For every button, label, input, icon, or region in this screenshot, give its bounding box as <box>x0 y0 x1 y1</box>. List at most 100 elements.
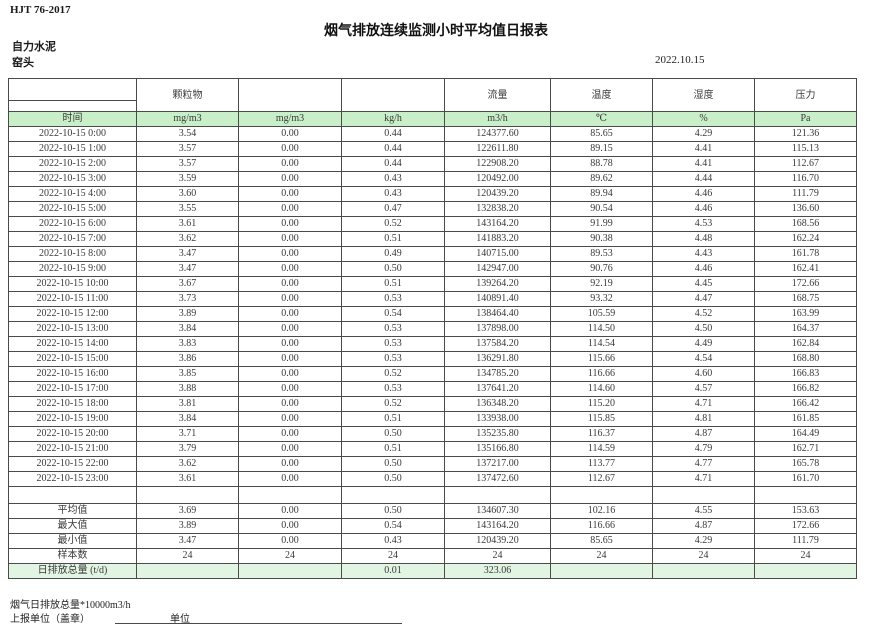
summary-value: 172.66 <box>754 518 857 534</box>
value-cell: 0.00 <box>238 381 342 397</box>
value-cell: 4.29 <box>652 126 755 142</box>
value-cell: 162.24 <box>754 231 857 247</box>
value-cell: 4.44 <box>652 171 755 187</box>
value-cell: 0.47 <box>341 201 445 217</box>
value-cell: 4.77 <box>652 456 755 472</box>
value-cell: 0.00 <box>238 426 342 442</box>
value-cell: 172.66 <box>754 276 857 292</box>
value-cell: 0.53 <box>341 351 445 367</box>
value-cell: 135166.80 <box>444 441 551 457</box>
value-cell: 0.53 <box>341 336 445 352</box>
reporting-unit-label: 上报单位（盖章） <box>10 614 90 625</box>
table-row: 2022-10-15 17:00 3.88 0.00 0.53 137641.20 114… <box>8 381 857 397</box>
summary-value: 24 <box>341 548 445 564</box>
value-cell: 90.38 <box>550 231 653 247</box>
value-cell: 3.54 <box>136 126 239 142</box>
value-cell: 4.54 <box>652 351 755 367</box>
time-cell: 2022-10-15 5:00 <box>8 201 137 217</box>
value-cell: 4.50 <box>652 321 755 337</box>
value-cell: 3.57 <box>136 156 239 172</box>
value-cell: 4.46 <box>652 201 755 217</box>
summary-value <box>652 563 755 579</box>
value-cell: 0.00 <box>238 156 342 172</box>
value-cell: 120492.00 <box>444 171 551 187</box>
value-cell: 116.37 <box>550 426 653 442</box>
value-cell: 3.84 <box>136 321 239 337</box>
value-cell: 162.41 <box>754 261 857 277</box>
value-cell: 0.00 <box>238 186 342 202</box>
value-cell: 4.41 <box>652 141 755 157</box>
value-cell: 3.60 <box>136 186 239 202</box>
value-cell: 140715.00 <box>444 246 551 262</box>
value-cell: 166.83 <box>754 366 857 382</box>
value-cell: 132838.20 <box>444 201 551 217</box>
station-name: 窑头 <box>12 57 34 69</box>
col-header-humidity: 湿度 <box>652 78 755 112</box>
value-cell: 0.53 <box>341 381 445 397</box>
table-row: 2022-10-15 19:00 3.84 0.00 0.51 133938.00 115… <box>8 411 857 427</box>
value-cell: 0.00 <box>238 471 342 487</box>
table-row: 2022-10-15 20:00 3.71 0.00 0.50 135235.80 116… <box>8 426 857 442</box>
value-cell: 0.49 <box>341 246 445 262</box>
value-cell: 3.81 <box>136 396 239 412</box>
value-cell: 3.61 <box>136 216 239 232</box>
value-cell: 0.00 <box>238 261 342 277</box>
unit-mg-m3-b: mg/m3 <box>238 111 342 127</box>
value-cell: 0.51 <box>341 231 445 247</box>
summary-label: 最大值 <box>8 518 137 534</box>
value-cell: 4.53 <box>652 216 755 232</box>
value-cell: 161.78 <box>754 246 857 262</box>
value-cell: 0.51 <box>341 276 445 292</box>
value-cell: 137472.60 <box>444 471 551 487</box>
value-cell: 0.44 <box>341 156 445 172</box>
value-cell: 0.00 <box>238 246 342 262</box>
time-cell: 2022-10-15 11:00 <box>8 291 137 307</box>
summary-rows: 平均值 3.69 0.00 0.50 134607.30 102.16 4.55 153.63… <box>8 503 857 579</box>
value-cell: 115.66 <box>550 351 653 367</box>
value-cell: 3.47 <box>136 261 239 277</box>
value-cell: 133938.00 <box>444 411 551 427</box>
value-cell: 4.81 <box>652 411 755 427</box>
time-cell: 2022-10-15 10:00 <box>8 276 137 292</box>
time-cell: 2022-10-15 18:00 <box>8 396 137 412</box>
table-row: 2022-10-15 16:00 3.85 0.00 0.52 134785.20 116… <box>8 366 857 382</box>
value-cell: 88.78 <box>550 156 653 172</box>
value-cell: 0.44 <box>341 126 445 142</box>
time-cell: 2022-10-15 7:00 <box>8 231 137 247</box>
table-row: 2022-10-15 13:00 3.84 0.00 0.53 137898.00 114… <box>8 321 857 337</box>
table-row: 2022-10-15 12:00 3.89 0.00 0.54 138464.40 105… <box>8 306 857 322</box>
time-cell: 2022-10-15 15:00 <box>8 351 137 367</box>
value-cell: 4.49 <box>652 336 755 352</box>
summary-value: 0.50 <box>341 503 445 519</box>
time-cell: 2022-10-15 19:00 <box>8 411 137 427</box>
table-row: 2022-10-15 4:00 3.60 0.00 0.43 120439.20 89.9… <box>8 186 857 202</box>
value-cell: 0.00 <box>238 216 342 232</box>
table-row: 2022-10-15 23:00 3.61 0.00 0.50 137472.60 112… <box>8 471 857 487</box>
value-cell: 0.00 <box>238 126 342 142</box>
summary-label: 平均值 <box>8 503 137 519</box>
value-cell: 3.71 <box>136 426 239 442</box>
time-cell: 2022-10-15 14:00 <box>8 336 137 352</box>
table-row: 2022-10-15 7:00 3.62 0.00 0.51 141883.20 90.3… <box>8 231 857 247</box>
value-cell: 135235.80 <box>444 426 551 442</box>
value-cell: 0.00 <box>238 411 342 427</box>
summary-value: 0.01 <box>341 563 445 579</box>
value-cell: 89.15 <box>550 141 653 157</box>
value-cell: 3.67 <box>136 276 239 292</box>
table-row: 2022-10-15 22:00 3.62 0.00 0.50 137217.00 113… <box>8 456 857 472</box>
value-cell: 3.55 <box>136 201 239 217</box>
time-cell: 2022-10-15 21:00 <box>8 441 137 457</box>
value-cell: 0.52 <box>341 216 445 232</box>
value-cell: 0.00 <box>238 366 342 382</box>
value-cell: 3.79 <box>136 441 239 457</box>
unit-pa: Pa <box>754 111 857 127</box>
unit-mg-m3-a: mg/m3 <box>136 111 239 127</box>
value-cell: 112.67 <box>550 471 653 487</box>
summary-value: 24 <box>550 548 653 564</box>
value-cell: 115.85 <box>550 411 653 427</box>
value-cell: 105.59 <box>550 306 653 322</box>
value-cell: 163.99 <box>754 306 857 322</box>
summary-row: 最大值 3.89 0.00 0.54 143164.20 116.66 4.87 172.66 <box>8 518 857 534</box>
company-name: 自力水泥 <box>12 41 56 53</box>
value-cell: 0.43 <box>341 186 445 202</box>
